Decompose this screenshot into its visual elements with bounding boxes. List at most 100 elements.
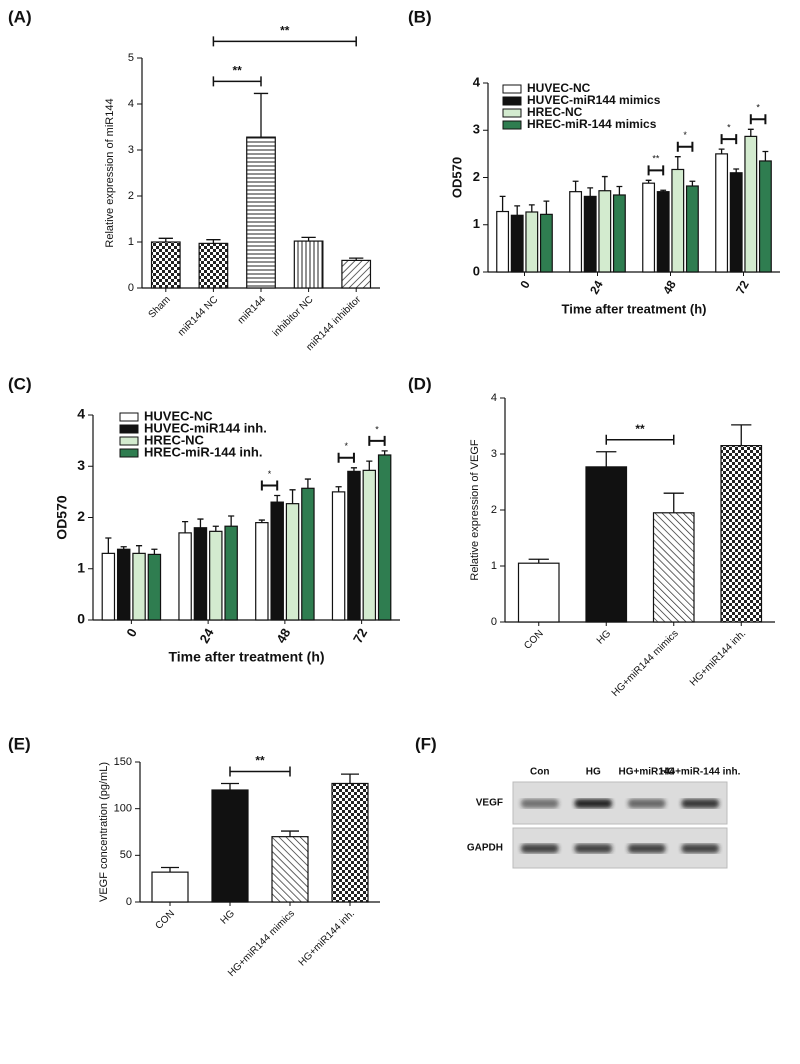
blot-band <box>681 844 719 853</box>
error-bar <box>135 545 143 554</box>
error-bar <box>499 195 506 212</box>
legend-label: HUVEC-miR144 mimics <box>527 93 661 107</box>
lane-label: HG+miR144 <box>619 767 676 778</box>
y-tick-label: 1 <box>491 560 497 572</box>
significance-label: ** <box>652 154 660 164</box>
legend-swatch <box>119 412 139 422</box>
bar <box>585 466 628 623</box>
bar <box>496 210 510 273</box>
x-tick-label: 0 <box>517 278 533 291</box>
y-tick-label: 4 <box>77 406 85 422</box>
legend-swatch <box>502 96 522 106</box>
x-tick-label: HG+miR144 inh. <box>297 908 357 968</box>
error-bar <box>151 548 158 555</box>
error-bar <box>301 236 316 242</box>
significance-label: * <box>756 103 760 113</box>
x-tick-label: 24 <box>587 278 606 297</box>
error-bar <box>514 205 521 216</box>
bar <box>331 782 369 903</box>
error-bar <box>289 489 296 504</box>
error-bar <box>596 451 617 467</box>
bar <box>720 445 763 623</box>
significance-bracket <box>337 452 355 463</box>
significance-bracket <box>676 141 694 152</box>
bar <box>150 241 181 289</box>
y-axis-label: Relative expression of VEGF <box>469 439 481 581</box>
y-axis-label: OD570 <box>449 157 464 198</box>
lane-label: HG+miR-144 inh. <box>660 767 741 778</box>
significance-bracket <box>212 36 357 47</box>
error-bar <box>274 494 281 503</box>
legend-label: HUVEC-miR144 inh. <box>144 420 267 435</box>
y-tick-label: 3 <box>473 122 480 137</box>
bar <box>193 527 208 621</box>
x-tick-label: miR144 <box>236 294 268 326</box>
bar <box>271 836 309 903</box>
error-bar <box>543 200 550 215</box>
panel-label: (E) <box>8 734 31 753</box>
row-label: GAPDH <box>467 843 503 854</box>
y-tick-label: 4 <box>473 74 481 89</box>
significance-bracket <box>229 766 291 777</box>
bar <box>758 160 772 273</box>
y-tick-label: 1 <box>77 559 85 575</box>
error-bar <box>663 492 684 513</box>
panel-label: (F) <box>415 734 437 753</box>
x-tick-label: Sham <box>147 294 173 320</box>
bar <box>744 135 758 273</box>
x-tick-label: HG <box>219 908 238 927</box>
y-tick-label: 2 <box>491 504 497 516</box>
y-tick-label: 4 <box>128 98 134 110</box>
bar <box>510 214 524 273</box>
y-tick-label: 3 <box>491 448 497 460</box>
panel-label: (C) <box>8 374 32 393</box>
significance-label: * <box>268 469 272 479</box>
bar <box>255 522 269 621</box>
x-tick-label: HG+miR144 mimics <box>610 628 681 699</box>
legend-swatch <box>502 84 522 94</box>
error-bar <box>616 185 623 195</box>
bar <box>101 552 116 621</box>
bar <box>178 532 192 621</box>
error-bar <box>528 204 535 212</box>
y-tick-label: 3 <box>77 457 85 473</box>
x-tick-label: 48 <box>660 278 679 297</box>
significance-label: * <box>345 441 349 451</box>
y-tick-label: 2 <box>77 508 85 524</box>
error-bar <box>228 515 235 527</box>
bar <box>656 191 670 273</box>
y-tick-label: 0 <box>128 282 134 294</box>
bar <box>224 525 238 621</box>
x-tick-label: CON <box>153 908 177 932</box>
error-bar <box>335 486 342 492</box>
error-bar <box>674 156 681 170</box>
bar <box>671 168 685 273</box>
blot-band <box>521 844 559 853</box>
x-axis-label: Time after treatment (h) <box>168 649 324 665</box>
x-tick-label: 0 <box>123 626 140 640</box>
significance-label: * <box>727 123 731 133</box>
x-axis-label: Time after treatment (h) <box>562 301 707 316</box>
legend-label: HREC-miR-144 inh. <box>144 444 262 459</box>
bar <box>116 548 131 621</box>
error-bar <box>341 773 359 784</box>
bar <box>293 240 324 289</box>
bar <box>270 501 284 621</box>
bar <box>539 213 553 273</box>
bar <box>198 242 229 289</box>
error-bar <box>253 92 269 138</box>
error-bar <box>221 782 239 790</box>
row-label: VEGF <box>476 798 503 809</box>
blot-band <box>574 799 612 808</box>
y-axis-label: VEGF concentration (pg/mL) <box>98 762 110 902</box>
y-axis-label: Relative expression of miR144 <box>104 98 116 247</box>
y-tick-label: 1 <box>128 236 134 248</box>
y-tick-label: 1 <box>473 216 480 231</box>
blot-band <box>628 844 666 853</box>
error-bar <box>733 168 740 173</box>
significance-bracket <box>368 435 386 446</box>
bar <box>612 194 626 273</box>
x-tick-label: 72 <box>350 626 370 646</box>
y-tick-label: 0 <box>126 896 132 908</box>
